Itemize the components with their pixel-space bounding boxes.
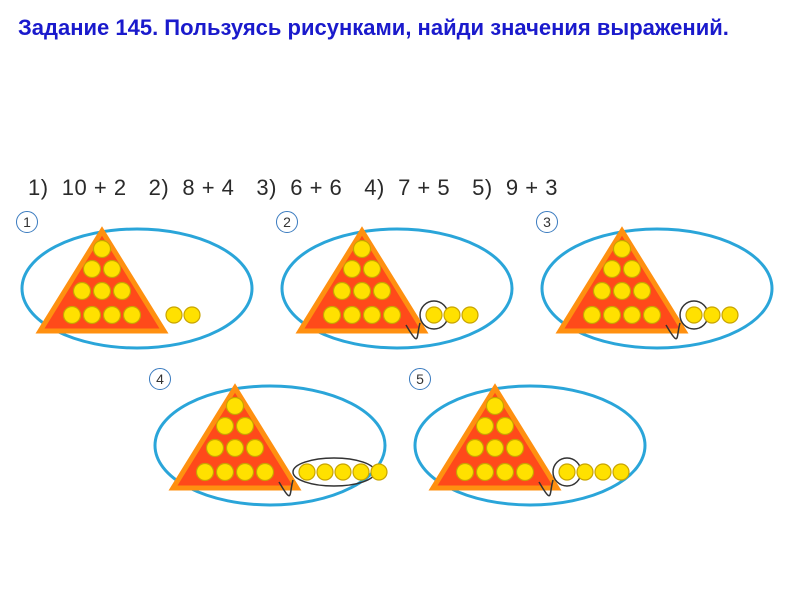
dot-icon — [104, 261, 121, 278]
dot-icon — [217, 464, 234, 481]
dot-icon — [114, 283, 131, 300]
dot-icon — [559, 464, 575, 480]
dot-icon — [426, 307, 442, 323]
dot-icon — [704, 307, 720, 323]
dot-icon — [197, 464, 214, 481]
dot-icon — [444, 307, 460, 323]
dot-icon — [507, 440, 524, 457]
dot-icon — [384, 307, 401, 324]
dot-icon — [84, 261, 101, 278]
panel-4: 4 — [143, 362, 397, 517]
panel-5: 5 — [403, 362, 657, 517]
panel-row-1: 1 2 3 — [10, 205, 790, 360]
dot-icon — [467, 440, 484, 457]
dot-icon — [614, 283, 631, 300]
dot-icon — [604, 261, 621, 278]
panel-svg — [270, 205, 524, 360]
dot-icon — [257, 464, 274, 481]
dot-icon — [371, 464, 387, 480]
dot-icon — [247, 440, 264, 457]
expr-5: 5) 9 + 3 — [472, 175, 558, 201]
expr-3: 3) 6 + 6 — [256, 175, 342, 201]
dot-icon — [686, 307, 702, 323]
dot-icon — [497, 418, 514, 435]
dot-icon — [614, 241, 631, 258]
dot-icon — [457, 464, 474, 481]
dot-icon — [353, 464, 369, 480]
panel-svg — [530, 205, 784, 360]
dot-icon — [207, 440, 224, 457]
dot-icon — [335, 464, 351, 480]
dot-icon — [595, 464, 611, 480]
panel-svg — [10, 205, 264, 360]
dot-icon — [237, 418, 254, 435]
dot-icon — [497, 464, 514, 481]
dot-icon — [94, 241, 111, 258]
dot-icon — [517, 464, 534, 481]
expr-2: 2) 8 + 4 — [149, 175, 235, 201]
dot-icon — [74, 283, 91, 300]
panel-badge: 4 — [149, 368, 171, 390]
panel-1: 1 — [10, 205, 264, 360]
panel-badge: 1 — [16, 211, 38, 233]
expr-4: 4) 7 + 5 — [364, 175, 450, 201]
task-title: Задание 145. Пользуясь рисунками, найди … — [0, 0, 800, 42]
dot-icon — [594, 283, 611, 300]
dot-icon — [217, 418, 234, 435]
dot-icon — [364, 307, 381, 324]
panel-badge: 3 — [536, 211, 558, 233]
panel-2: 2 — [270, 205, 524, 360]
dot-icon — [317, 464, 333, 480]
dot-icon — [299, 464, 315, 480]
dot-icon — [166, 307, 182, 323]
dot-icon — [634, 283, 651, 300]
dot-icon — [344, 261, 361, 278]
expression-row: 1) 10 + 2 2) 8 + 4 3) 6 + 6 4) 7 + 5 5) … — [28, 175, 782, 201]
dot-icon — [94, 283, 111, 300]
dot-icon — [487, 440, 504, 457]
dot-icon — [624, 307, 641, 324]
dot-icon — [604, 307, 621, 324]
dot-icon — [577, 464, 593, 480]
panel-badge: 2 — [276, 211, 298, 233]
dot-icon — [124, 307, 141, 324]
expr-1: 1) 10 + 2 — [28, 175, 127, 201]
dot-icon — [462, 307, 478, 323]
dot-icon — [487, 398, 504, 415]
dot-icon — [334, 283, 351, 300]
panel-row-2: 4 5 — [10, 362, 790, 517]
panel-svg — [403, 362, 657, 517]
dot-icon — [227, 398, 244, 415]
dot-icon — [104, 307, 121, 324]
dot-icon — [64, 307, 81, 324]
dot-icon — [477, 418, 494, 435]
panel-svg — [143, 362, 397, 517]
dot-icon — [644, 307, 661, 324]
dot-icon — [584, 307, 601, 324]
dot-icon — [237, 464, 254, 481]
dot-icon — [84, 307, 101, 324]
dot-icon — [613, 464, 629, 480]
panel-3: 3 — [530, 205, 784, 360]
dot-icon — [354, 283, 371, 300]
dot-icon — [184, 307, 200, 323]
panel-badge: 5 — [409, 368, 431, 390]
dot-icon — [324, 307, 341, 324]
dot-icon — [374, 283, 391, 300]
panels-area: 1 2 3 4 5 — [10, 205, 790, 517]
dot-icon — [477, 464, 494, 481]
dot-icon — [227, 440, 244, 457]
dot-icon — [624, 261, 641, 278]
dot-icon — [364, 261, 381, 278]
dot-icon — [722, 307, 738, 323]
dot-icon — [354, 241, 371, 258]
dot-icon — [344, 307, 361, 324]
